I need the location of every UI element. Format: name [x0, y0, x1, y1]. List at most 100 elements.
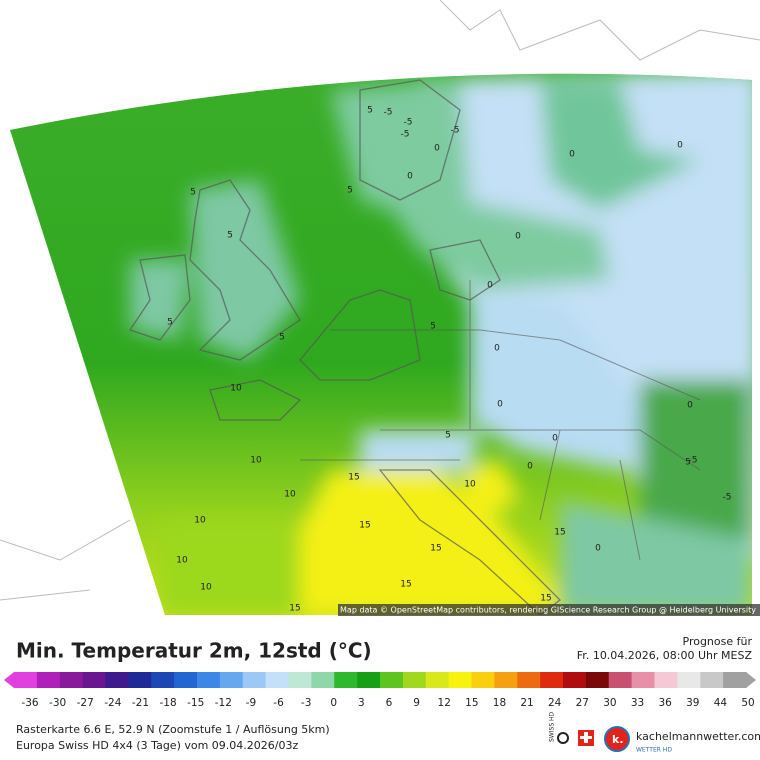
contour-label: 0 — [515, 232, 521, 242]
contour-label: 10 — [230, 384, 242, 394]
colorbar-swatch — [151, 672, 175, 688]
colorbar-swatch — [59, 672, 84, 688]
map: Map data © OpenStreetMap contributors, r… — [0, 0, 760, 616]
forecast-label: Prognose für — [683, 635, 753, 648]
colorbar-swatch — [219, 672, 244, 688]
colorbar-swatch — [174, 672, 198, 688]
contour-label: 0 — [487, 281, 493, 291]
colorbar-tick-label: 9 — [413, 697, 420, 709]
attribution-box — [338, 604, 760, 616]
contour-label: 5 — [367, 106, 373, 116]
colorbar-swatch — [494, 672, 518, 688]
colorbar-end-high — [746, 672, 756, 688]
contour-label: 0 — [569, 150, 575, 160]
colorbar-tick-label: 3 — [358, 697, 365, 709]
contour-label: 5 — [445, 431, 451, 441]
colorbar-tick-label: 50 — [741, 697, 754, 709]
colorbar-tick-label: 24 — [548, 697, 562, 709]
contour-label: 10 — [250, 456, 262, 466]
colorbar-tick-label: -15 — [187, 697, 204, 709]
colorbar-tick-label: 36 — [658, 697, 672, 709]
colorbar-swatch — [14, 672, 38, 688]
colorbar-tick-label: -30 — [49, 697, 66, 709]
contour-label: 5 — [347, 186, 353, 196]
colorbar-swatch — [357, 672, 381, 688]
colorbar-tick-label: -24 — [104, 697, 121, 709]
contour-label: -5 — [451, 126, 460, 136]
contour-label: 15 — [400, 580, 411, 590]
colorbar-swatch — [380, 672, 404, 688]
colorbar-swatch — [36, 672, 61, 688]
colorbar-tick-label: 6 — [386, 697, 393, 709]
contour-label: 0 — [552, 434, 558, 444]
contour-label: 5 — [190, 188, 196, 198]
logo-sub: WETTER HD — [636, 747, 672, 754]
contour-label: -5 — [689, 456, 698, 466]
contour-label: 15 — [430, 544, 441, 554]
colorbar-tick-label: -9 — [246, 697, 256, 709]
contour-label: 15 — [289, 604, 300, 614]
colorbar-tick-label: 33 — [631, 697, 644, 709]
colorbar-swatch — [471, 672, 495, 688]
colorbar-tick-label: -12 — [215, 697, 232, 709]
colorbar-swatch — [448, 672, 472, 688]
contour-label: 0 — [687, 401, 693, 411]
colorbar-tick-label: 27 — [576, 697, 589, 709]
contour-label: -5 — [401, 130, 410, 140]
colorbar-swatch — [242, 672, 267, 688]
colorbar-swatch — [402, 672, 427, 688]
colorbar-tick-label: -36 — [21, 697, 38, 709]
colorbar-tick-label: -27 — [77, 697, 94, 709]
contour-label: -5 — [404, 118, 413, 128]
contour-label: 10 — [200, 583, 212, 593]
colorbar-swatch — [540, 672, 564, 688]
footer-line2: Europa Swiss HD 4x4 (3 Tage) vom 09.04.2… — [16, 739, 298, 752]
colorbar-tick-label: 18 — [493, 697, 506, 709]
colorbar-swatch — [265, 672, 289, 688]
contour-label: 10 — [194, 516, 206, 526]
contour-label: 0 — [527, 462, 533, 472]
title: Min. Temperatur 2m, 12std (°C) — [16, 639, 372, 663]
contour-label: 5 — [685, 458, 691, 468]
contour-label: 10 — [284, 490, 296, 500]
colorbar-swatch — [128, 672, 152, 688]
colorbar-swatch — [677, 672, 701, 688]
contour-label: 15 — [540, 594, 551, 604]
colorbar-swatch — [631, 672, 655, 688]
colorbar-swatch — [311, 672, 335, 688]
contour-label: 0 — [677, 141, 683, 151]
logo-text: kachelmannwetter.com — [636, 730, 760, 743]
contour-label: 15 — [359, 521, 370, 531]
contour-label: -5 — [723, 493, 732, 503]
contour-label: 0 — [497, 400, 503, 410]
colorbar-tick-label: 39 — [686, 697, 699, 709]
colorbar-swatch — [563, 672, 587, 688]
colorbar-tick-label: -18 — [159, 697, 176, 709]
svg-text:k.: k. — [612, 733, 624, 746]
colorbar-tick-label: 30 — [603, 697, 616, 709]
colorbar-swatch — [654, 672, 678, 688]
swiss-label: SWISS HD — [549, 711, 556, 742]
contour-label: 15 — [348, 473, 359, 483]
outside-coast — [0, 0, 760, 601]
contour-label: 0 — [494, 344, 500, 354]
forecast-time: Fr. 10.04.2026, 08:00 Uhr MESZ — [577, 649, 753, 662]
contour-label: 10 — [176, 556, 188, 566]
colorbar-tick-label: 0 — [330, 697, 337, 709]
map-attribution: Map data © OpenStreetMap contributors, r… — [340, 606, 756, 615]
contour-label: 10 — [464, 480, 476, 490]
colorbar-swatch — [288, 672, 312, 688]
contour-label: 5 — [430, 322, 436, 332]
colorbar-tick-label: 44 — [714, 697, 728, 709]
colorbar-tick-label: 21 — [520, 697, 533, 709]
contour-label: 5 — [227, 231, 233, 241]
footer-line1: Rasterkarte 6.6 E, 52.9 N (Zoomstufe 1 /… — [16, 723, 330, 736]
colorbar-swatch — [334, 672, 358, 688]
colorbar-swatch — [197, 672, 221, 688]
colorbar-tick-label: -21 — [132, 697, 149, 709]
contour-label: 0 — [434, 144, 440, 154]
colorbar-tick-label: -6 — [273, 697, 284, 709]
colorbar-swatch — [425, 672, 450, 688]
colorbar-swatch — [723, 672, 747, 688]
contour-label: -5 — [384, 108, 393, 118]
